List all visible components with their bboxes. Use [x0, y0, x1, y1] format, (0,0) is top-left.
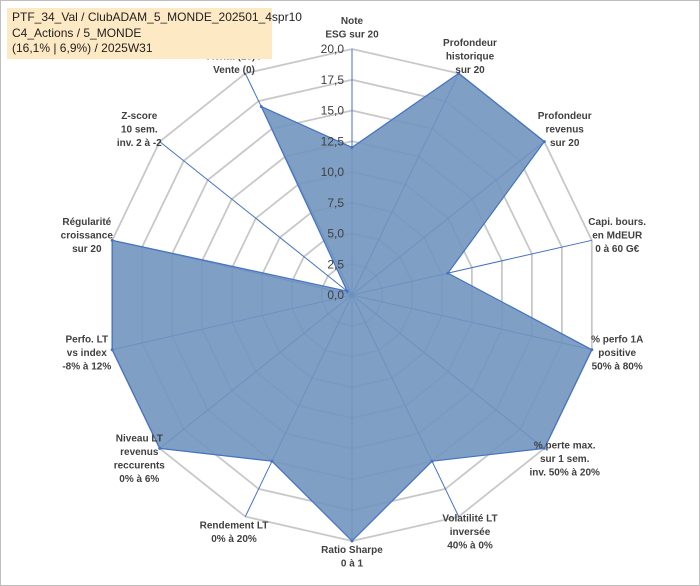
data-point-10: [110, 348, 114, 352]
data-point-3: [446, 271, 450, 275]
tick-label-4: 10,0: [321, 165, 345, 179]
tick-label-3: 7,5: [327, 196, 344, 210]
axis-label-9-line-0: Niveau LT: [116, 434, 163, 445]
chart-title-line-1: PTF_34_Val / ClubADAM_5_MONDE_202501_4sp…: [12, 10, 302, 24]
tick-label-8: 20,0: [321, 42, 345, 56]
axis-label-9: Niveau LT revenus reccurents 0% à 6%: [114, 434, 166, 486]
axis-label-0: Note ESG sur 20: [325, 16, 379, 41]
tick-label-6: 15,0: [321, 104, 345, 118]
axis-label-7-line-0: Ratio Sharpe: [321, 545, 383, 556]
data-point-11: [110, 238, 114, 242]
data-point-12: [345, 289, 349, 293]
tick-label-7: 17,5: [321, 73, 345, 87]
data-point-13: [259, 105, 263, 109]
axis-label-10-line-0: Perfo. LT: [66, 335, 109, 346]
axis-label-7: Ratio Sharpe 0 à 1: [321, 545, 383, 570]
data-point-2: [542, 140, 546, 144]
radial-tick-labels: 0,0 2,5 5,0 7,5 10,0 12,5 15,0 17,5 20,0: [321, 42, 345, 302]
axis-label-6-line-1: inversée: [450, 527, 491, 538]
chart-title-line-3: (16,1% | 6,9%) / 2025W31: [12, 41, 153, 55]
axis-label-1-line-2: sur 20: [455, 65, 485, 76]
axis-label-10-line-1: vs index: [67, 348, 107, 359]
axis-label-11-line-0: Régularité: [62, 217, 111, 228]
axis-label-12-line-1: 10 sem.: [121, 125, 158, 136]
axis-label-5-line-2: inv. 50% à 20%: [529, 467, 600, 478]
axis-label-5-line-1: sur 1 sem.: [540, 454, 590, 465]
axis-label-13-line-2: Vente (0): [213, 65, 255, 76]
axis-label-1: Profondeur historique sur 20: [443, 38, 497, 76]
axis-label-12-line-2: inv. 2 à -2: [117, 138, 162, 149]
chart-title-line-2: C4_Actions / 5_MONDE: [12, 25, 142, 40]
axis-label-12: Z-score 10 sem. inv. 2 à -2: [117, 111, 162, 149]
axis-label-3-line-0: Capi. bours.: [588, 217, 646, 228]
axis-label-3-line-2: 0 à 60 G€: [595, 244, 639, 255]
axis-label-3: Capi. bours. en MdEUR 0 à 60 G€: [588, 217, 646, 255]
axis-label-2-line-1: revenus: [546, 125, 585, 136]
data-point-7: [350, 539, 354, 543]
axis-label-9-line-1: revenus: [120, 447, 159, 458]
axis-label-1-line-0: Profondeur: [443, 38, 497, 49]
axis-label-6: Volatilité LT inversée 40% à 0%: [442, 514, 497, 552]
tick-label-5: 12,5: [321, 134, 345, 148]
axis-label-2-line-2: sur 20: [550, 138, 580, 149]
axis-label-5: % perte max. sur 1 sem. inv. 50% à 20%: [529, 440, 600, 478]
axis-label-3-line-1: en MdEUR: [592, 231, 643, 242]
axis-label-9-line-3: 0% à 6%: [119, 474, 159, 485]
axis-label-4-line-2: 50% à 80%: [592, 362, 643, 373]
axis-label-6-line-2: 40% à 0%: [447, 541, 493, 552]
axis-label-10: Perfo. LT vs index -8% à 12%: [62, 335, 111, 373]
axis-label-0-line-0: Note: [341, 16, 364, 27]
axis-label-11-line-2: sur 20: [72, 244, 102, 255]
axis-label-4: % perfo 1A positive 50% à 80%: [591, 335, 643, 373]
axis-label-0-line-1: ESG sur 20: [325, 30, 379, 41]
axis-label-10-line-2: -8% à 12%: [62, 362, 111, 373]
axis-label-11-line-1: croissance: [61, 231, 114, 242]
axis-label-8-line-0: Rendement LT: [200, 520, 269, 531]
tick-label-0: 0,0: [327, 288, 344, 302]
axis-label-6-line-0: Volatilité LT: [442, 514, 497, 525]
tick-label-2: 5,0: [327, 227, 344, 241]
data-point-9: [158, 446, 162, 450]
data-point-6: [430, 459, 434, 463]
axis-label-8-line-1: 0% à 20%: [211, 534, 257, 545]
data-point-4: [590, 348, 594, 352]
data-point-5: [542, 446, 546, 450]
data-point-0: [350, 145, 354, 149]
tick-label-1: 2,5: [327, 257, 344, 271]
axis-label-5-line-0: % perte max.: [534, 440, 596, 451]
data-point-1: [457, 71, 461, 75]
axis-label-11: Régularité croissance sur 20: [61, 217, 114, 255]
radar-series: [110, 71, 594, 543]
axis-label-2-line-0: Profondeur: [538, 111, 592, 122]
axis-label-4-line-0: % perfo 1A: [591, 335, 643, 346]
axis-label-4-line-1: positive: [598, 348, 636, 359]
axis-label-7-line-1: 0 à 1: [341, 559, 364, 570]
axis-label-2: Profondeur revenus sur 20: [538, 111, 592, 149]
chart-title-box: PTF_34_Val / ClubADAM_5_MONDE_202501_4sp…: [7, 8, 302, 59]
axis-label-1-line-1: historique: [446, 51, 495, 62]
data-point-8: [270, 459, 274, 463]
axis-label-12-line-0: Z-score: [121, 111, 158, 122]
axis-label-9-line-2: reccurents: [114, 461, 166, 472]
spoke-12: [159, 141, 353, 296]
axis-label-8: Rendement LT 0% à 20%: [200, 520, 269, 545]
